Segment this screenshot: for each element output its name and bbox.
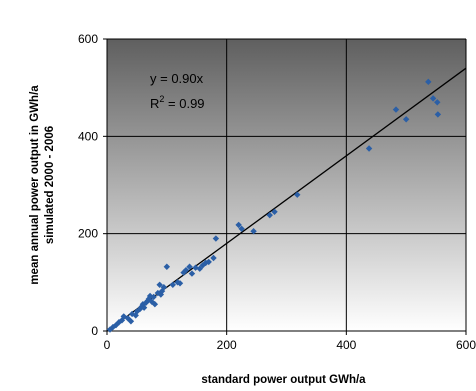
axes <box>103 38 467 335</box>
data-point <box>180 269 187 276</box>
data-point <box>392 106 400 113</box>
y-tick-label: 400 <box>78 129 98 143</box>
x-tick-label: 200 <box>217 338 237 352</box>
data-point <box>235 221 242 229</box>
data-point <box>148 298 156 305</box>
y-axis-title: mean annual power output in GWh/a simula… <box>29 85 56 285</box>
data-point <box>365 145 373 152</box>
y-tick-label: 600 <box>78 32 98 46</box>
data-point <box>142 299 150 306</box>
data-point <box>196 265 203 272</box>
data-point <box>402 116 410 123</box>
y-tick-label: 0 <box>91 324 98 338</box>
r-squared-label: R2 = 0.99 <box>150 94 205 111</box>
data-points <box>106 78 442 333</box>
data-point <box>182 266 190 274</box>
data-point <box>434 111 442 118</box>
data-point <box>186 263 193 270</box>
data-point <box>188 270 196 277</box>
plot-area <box>107 39 466 331</box>
r-squared-value: = 0.99 <box>164 96 204 111</box>
data-point <box>250 228 257 235</box>
data-point <box>140 304 148 311</box>
data-point <box>266 211 273 219</box>
x-tick-label: 600 <box>456 338 476 352</box>
data-point <box>212 235 220 242</box>
data-point <box>238 225 245 232</box>
trendline-equation: y = 0.90x <box>150 71 204 86</box>
data-point <box>127 318 135 325</box>
data-point <box>429 95 437 102</box>
x-axis-title: standard power output GWh/a <box>201 374 366 386</box>
r-squared-prefix: R <box>150 96 159 111</box>
data-point <box>210 254 217 262</box>
y-tick-label: 200 <box>78 227 98 241</box>
data-point <box>434 99 441 106</box>
y-axis-title-line-1: mean annual power output in GWh/a <box>29 85 41 285</box>
data-point <box>160 284 168 291</box>
y-axis-title-line-2: simulated 2000 - 2006 <box>44 126 56 244</box>
data-point <box>151 301 159 308</box>
data-point <box>294 191 301 198</box>
data-point <box>163 263 171 270</box>
r-squared-superscript: 2 <box>159 94 164 104</box>
data-point <box>192 264 199 271</box>
data-point <box>169 281 177 288</box>
x-tick-label: 400 <box>336 338 356 352</box>
data-point <box>132 312 139 319</box>
tick-labels: 0 200 400 600 0 200 400 600 <box>78 32 476 352</box>
data-point <box>205 258 212 266</box>
data-point <box>112 321 120 329</box>
x-tick-label: 0 <box>104 338 111 352</box>
data-point <box>271 208 278 215</box>
data-point <box>150 293 157 301</box>
data-point <box>156 281 163 288</box>
data-point <box>176 280 184 287</box>
data-point <box>425 78 432 86</box>
gridlines <box>107 38 467 331</box>
